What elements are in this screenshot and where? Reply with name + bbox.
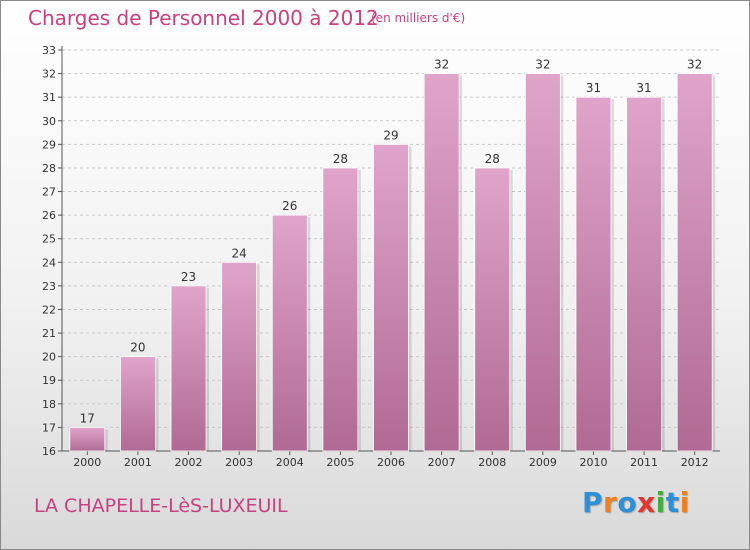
value-label: 31 [586, 81, 601, 95]
bar-2012 [676, 73, 713, 452]
proxiti-logo[interactable]: Proxiti [582, 486, 690, 519]
y-tick-label: 32 [42, 68, 56, 81]
logo-letter: i [679, 486, 690, 519]
logo-letter: i [655, 486, 666, 519]
value-label: 20 [130, 341, 145, 355]
bar-2002 [170, 285, 207, 452]
x-tick-label: 2007 [428, 456, 456, 469]
x-tick-label: 2003 [225, 456, 253, 469]
x-tick-label: 2010 [579, 456, 607, 469]
value-label: 17 [80, 411, 95, 425]
value-label: 32 [535, 58, 550, 72]
logo-letter: r [603, 486, 618, 519]
y-tick-label: 33 [42, 44, 56, 57]
y-tick-label: 22 [42, 303, 56, 316]
bar-2007 [423, 73, 460, 452]
y-tick-label: 25 [42, 233, 56, 246]
x-tick-label: 2008 [478, 456, 506, 469]
x-tick-label: 2004 [276, 456, 304, 469]
y-tick-label: 17 [42, 421, 56, 434]
y-tick-label: 23 [42, 280, 56, 293]
logo-letter: x [637, 486, 656, 519]
value-label: 23 [181, 270, 196, 284]
bar-2009 [524, 73, 561, 452]
y-tick-label: 24 [42, 256, 56, 269]
x-tick-label: 2000 [73, 456, 101, 469]
x-tick-label: 2012 [681, 456, 709, 469]
y-tick-label: 31 [42, 91, 56, 104]
x-tick-label: 2011 [630, 456, 658, 469]
bar-2001 [120, 356, 156, 452]
bar-2006 [373, 143, 409, 452]
x-tick-label: 2005 [326, 456, 354, 469]
y-tick-label: 29 [42, 138, 56, 151]
x-tick-label: 2006 [377, 456, 405, 469]
value-label: 24 [232, 246, 247, 260]
logo-letter: o [617, 486, 638, 519]
bar-2008 [474, 167, 511, 452]
value-label: 28 [333, 152, 348, 166]
x-tick-label: 2001 [124, 456, 152, 469]
chart-unit: (en milliers d'€) [371, 11, 466, 25]
x-tick-label: 2009 [529, 456, 557, 469]
chart-title: Charges de Personnel 2000 à 2012 [28, 6, 379, 30]
labels: 16 17 18 19 20 21 22 23 24 25 26 27 28 29 30 31 32 33 17 20… [42, 44, 709, 469]
value-label: 28 [485, 152, 500, 166]
y-tick-label: 21 [42, 327, 56, 340]
bar-2010 [575, 96, 612, 452]
bar-2004 [271, 214, 308, 452]
y-tick-label: 30 [42, 115, 56, 128]
value-label: 26 [282, 199, 297, 213]
value-label: 31 [636, 81, 651, 95]
bar-2000 [69, 427, 106, 452]
y-tick-label: 26 [42, 209, 56, 222]
logo-letter: P [582, 486, 604, 519]
value-label: 32 [434, 58, 449, 72]
value-label: 29 [383, 128, 398, 142]
bar-2005 [322, 167, 359, 452]
bars [69, 73, 716, 452]
y-tick-label: 20 [42, 351, 56, 364]
city-name: LA CHAPELLE-LèS-LUXEUIL [34, 495, 288, 517]
y-tick-label: 19 [42, 374, 56, 387]
x-tick-label: 2002 [175, 456, 203, 469]
value-label: 32 [687, 58, 702, 72]
logo-letter: t [665, 486, 680, 519]
y-tick-label: 18 [42, 398, 56, 411]
bar-2003 [221, 261, 258, 452]
y-tick-label: 28 [42, 162, 56, 175]
bar-2011 [626, 96, 662, 452]
y-tick-label: 16 [42, 445, 56, 458]
y-tick-label: 27 [42, 186, 56, 199]
